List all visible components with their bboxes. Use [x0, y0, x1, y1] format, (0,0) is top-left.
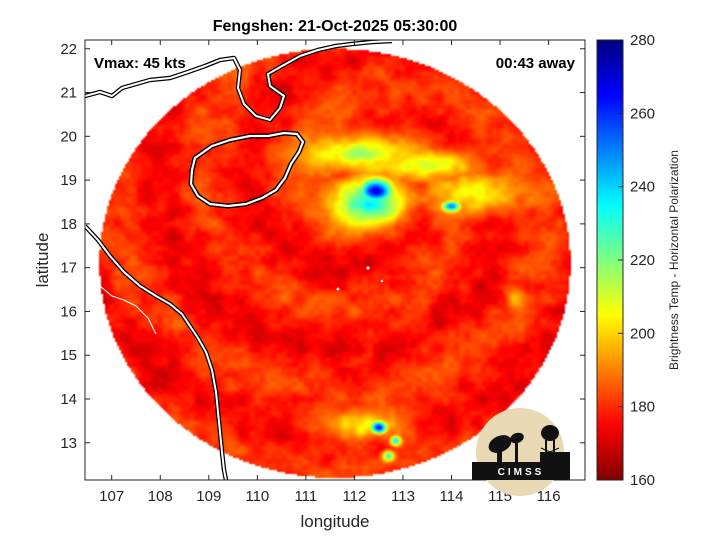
svg-text:CIMSS: CIMSS	[498, 467, 545, 478]
x-tick-label: 108	[148, 488, 173, 505]
y-tick-label: 13	[60, 435, 77, 452]
y-tick-label: 14	[60, 391, 77, 408]
axes-frame	[84, 39, 586, 481]
x-tick-label: 109	[196, 488, 221, 505]
colorbar-tick-label: 220	[630, 252, 655, 269]
colorbar-ticks: 280 260 240 220 200 180 160	[618, 32, 655, 489]
vmax-annotation: Vmax: 45 kts	[94, 55, 186, 72]
y-axis-label: latitude	[33, 233, 52, 288]
colorbar-tick-label: 280	[630, 32, 655, 49]
x-tick-label: 111	[294, 488, 317, 505]
x-tick-label: 107	[99, 488, 124, 505]
y-tick-label: 21	[60, 85, 77, 102]
time-offset-annotation: 00:43 away	[496, 55, 576, 72]
colorbar-tick-label: 200	[630, 325, 655, 342]
y-tick-label: 18	[60, 216, 77, 233]
y-tick-label: 20	[60, 128, 77, 145]
y-tick-label: 19	[60, 172, 77, 189]
x-axis: 107 108 109 110 111 112 113 114 115 116	[99, 40, 561, 505]
coastlines	[85, 40, 393, 480]
x-tick-label: 116	[537, 488, 561, 505]
x-tick-label: 110	[245, 488, 269, 505]
island-paracel-3	[380, 279, 384, 283]
colorbar-label: Brightness Temp - Horizontal Polarizatio…	[667, 150, 681, 370]
hainan-coastline	[188, 130, 306, 209]
island-paracel-1	[366, 266, 370, 270]
y-tick-label: 22	[60, 41, 77, 58]
vietnam-coastline	[85, 224, 229, 480]
island-paracel-2	[336, 287, 340, 291]
y-tick-label: 17	[60, 260, 77, 277]
y-axis: 13 14 15 16 17 18 19 20 21 22	[60, 41, 585, 452]
brightness-temperature-swath	[85, 40, 585, 480]
x-tick-label: 112	[342, 488, 366, 505]
x-tick-label: 113	[391, 488, 415, 505]
china-coastline	[85, 40, 393, 123]
colorbar: 280 260 240 220 200 180 160 Brightness Temp - …	[596, 32, 681, 489]
colorbar-tick-label: 160	[630, 472, 655, 489]
x-tick-label: 114	[440, 488, 464, 505]
colorbar-tick-label: 180	[630, 399, 655, 416]
y-tick-label: 16	[60, 303, 77, 320]
colorbar-tick-label: 260	[630, 105, 655, 122]
x-axis-label: longitude	[300, 512, 369, 531]
colorbar-tick-label: 240	[630, 179, 655, 196]
y-tick-label: 15	[60, 347, 77, 364]
cimss-logo: CIMSS	[472, 408, 570, 496]
heatmap-layer	[85, 40, 585, 480]
chart-title: Fengshen: 21-Oct-2025 05:30:00	[213, 18, 458, 35]
